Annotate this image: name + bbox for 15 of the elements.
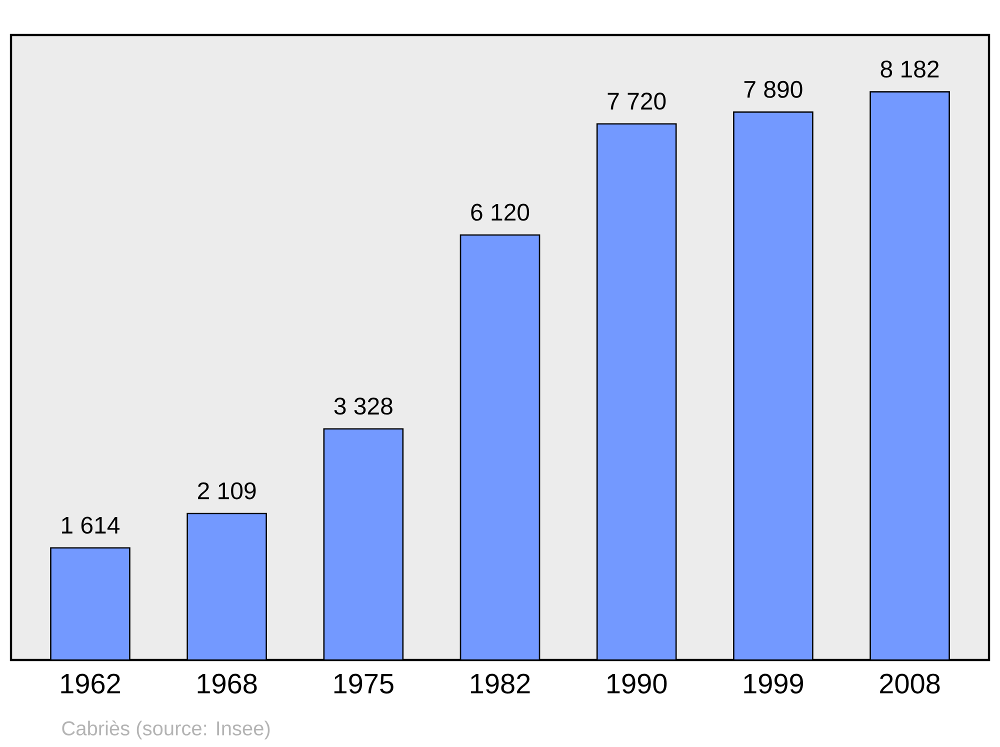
data-label: 7 720 [608,92,666,110]
data-label: 8 182 [880,60,939,78]
x-tick-label: 1982 [471,674,530,694]
x-tick-label: 1968 [198,674,257,694]
data-label: 3 328 [334,398,392,415]
text: Cabriès (source: Insee) [62,720,270,740]
x-tick-label: 2008 [880,674,940,694]
x-tick-label: 1999 [744,674,804,694]
data-label: 6 120 [471,204,530,221]
x-tick-label: 1975 [334,674,394,694]
x-tick-label: 1990 [608,674,667,694]
data-label: 1 614 [62,516,120,534]
data-label: 2 109 [198,482,256,500]
data-label: 7 890 [744,80,802,98]
x-tick-label: 1962 [61,674,120,694]
